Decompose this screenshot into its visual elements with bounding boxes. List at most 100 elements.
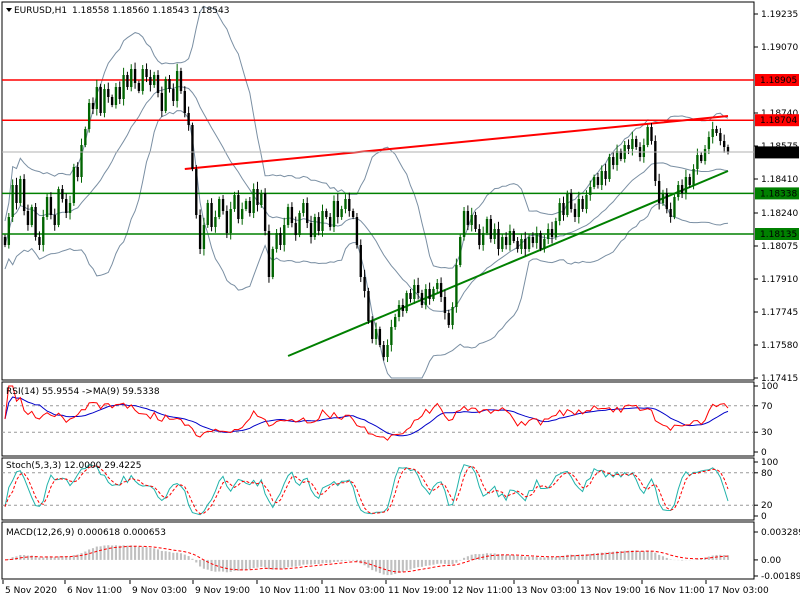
time-tick-label: 11 Nov 19:00 (388, 586, 449, 596)
candle-body (175, 71, 179, 101)
support-level-label-bg (755, 187, 799, 200)
candle-body (126, 75, 129, 87)
indicator-tick-label: 100 (761, 382, 778, 392)
candle-body (187, 113, 190, 125)
candle-body (382, 345, 385, 357)
price-tick-label: 1.17910 (761, 275, 798, 285)
candle-body (527, 237, 531, 249)
candle-body (309, 223, 313, 237)
price-pane[interactable]: EURUSD,H1 1.18558 1.18560 1.18543 1.1854… (1, 1, 755, 381)
candle-body (271, 249, 274, 277)
candle-body (279, 233, 282, 245)
candle-body (221, 199, 225, 211)
time-tick-label: 5 Nov 2020 (5, 586, 57, 596)
indicator-tick-label: 0.003289 (761, 528, 800, 538)
price-axis[interactable]: 1.192351.190701.187401.185751.184101.182… (754, 10, 799, 384)
price-tick-label: 1.18410 (761, 175, 798, 185)
candle-body (596, 177, 600, 185)
candle-body (378, 329, 382, 345)
candle-body (172, 89, 175, 101)
candle-body (367, 291, 370, 321)
candle-body (501, 237, 504, 249)
candle-body (332, 201, 336, 227)
support-trendline[interactable] (287, 170, 729, 357)
stoch-main-line (4, 464, 729, 516)
candle-body (520, 239, 523, 249)
candle-body (30, 207, 33, 225)
time-tick-label: 16 Nov 11:00 (644, 586, 705, 596)
candle-body (416, 285, 420, 293)
candle-body (604, 171, 607, 179)
price-tick-label: 1.17415 (761, 374, 798, 384)
candle-body (351, 211, 355, 217)
candle-body (550, 229, 554, 237)
candle-body (84, 129, 87, 145)
time-tick-label: 13 Nov 19:00 (580, 586, 641, 596)
candle-body (298, 213, 301, 235)
dropdown-arrow-icon[interactable] (6, 8, 12, 12)
candle-body (248, 201, 252, 213)
candle-body (321, 211, 324, 231)
candle-body (110, 97, 114, 105)
candle-body (481, 233, 485, 245)
candle-body (122, 75, 125, 99)
candle-body (554, 221, 558, 237)
candle-body (355, 217, 359, 245)
candle-body (267, 231, 271, 277)
candle-body (413, 285, 416, 299)
candle-body (133, 69, 137, 83)
ohlc-values: 1.18558 1.18560 1.18543 1.18543 (72, 6, 229, 16)
candle-body (233, 195, 236, 209)
candle-body (646, 127, 649, 145)
candle-body (692, 169, 695, 185)
candle-body (374, 329, 378, 339)
candle-body (72, 167, 76, 203)
candle-body (516, 241, 519, 249)
candle-body (191, 125, 194, 169)
time-axis[interactable]: 5 Nov 2020 6 Nov 11:00 9 Nov 03:00 9 Nov 19… (2, 580, 769, 596)
stochastic-pane[interactable]: Stoch(5,3,3) 12.0000 29.4225 (1, 457, 755, 521)
candle-body (22, 179, 26, 211)
candle-body (474, 215, 477, 229)
candle-body (585, 195, 588, 209)
candle-body (348, 199, 351, 211)
candle-body (302, 203, 305, 213)
indicator-tick-label: 0 (761, 448, 767, 458)
candle-body (103, 89, 106, 113)
resistance-trendline[interactable] (184, 115, 729, 170)
candle-body (179, 71, 183, 91)
macd-pane[interactable]: MACD(12,26,9) 0.000618 0.000653 (1, 521, 755, 580)
candle-body (65, 199, 68, 213)
candle-body (428, 289, 431, 299)
candlesticks (3, 62, 730, 363)
candle-body (344, 199, 347, 209)
candle-body (719, 133, 722, 141)
rsi-line (4, 385, 729, 441)
candle-body (256, 189, 259, 205)
candle-body (328, 217, 332, 227)
candle-body (15, 185, 18, 203)
price-tick-label: 1.17580 (761, 341, 798, 351)
candle-body (294, 223, 297, 235)
support-level-label-bg (755, 228, 799, 240)
candle-body (722, 141, 726, 147)
candle-body (405, 293, 408, 311)
current-price-label-bg (755, 146, 799, 159)
candle-body (703, 149, 707, 161)
candle-body (612, 157, 615, 165)
candle-body (68, 203, 72, 213)
time-tick-label: 11 Nov 03:00 (324, 586, 385, 596)
candle-body (336, 201, 339, 217)
candle-body (156, 75, 160, 93)
candle-body (524, 239, 527, 249)
candle-body (313, 217, 317, 237)
price-tick-label: 1.18240 (761, 209, 798, 219)
candle-body (409, 293, 412, 299)
candle-body (661, 193, 665, 203)
rsi-pane[interactable]: RSI(14) 55.9554 ->MA(9) 59.5338 (1, 381, 755, 457)
candle-body (359, 245, 362, 277)
candle-body (160, 93, 164, 111)
candle-body (543, 239, 546, 249)
